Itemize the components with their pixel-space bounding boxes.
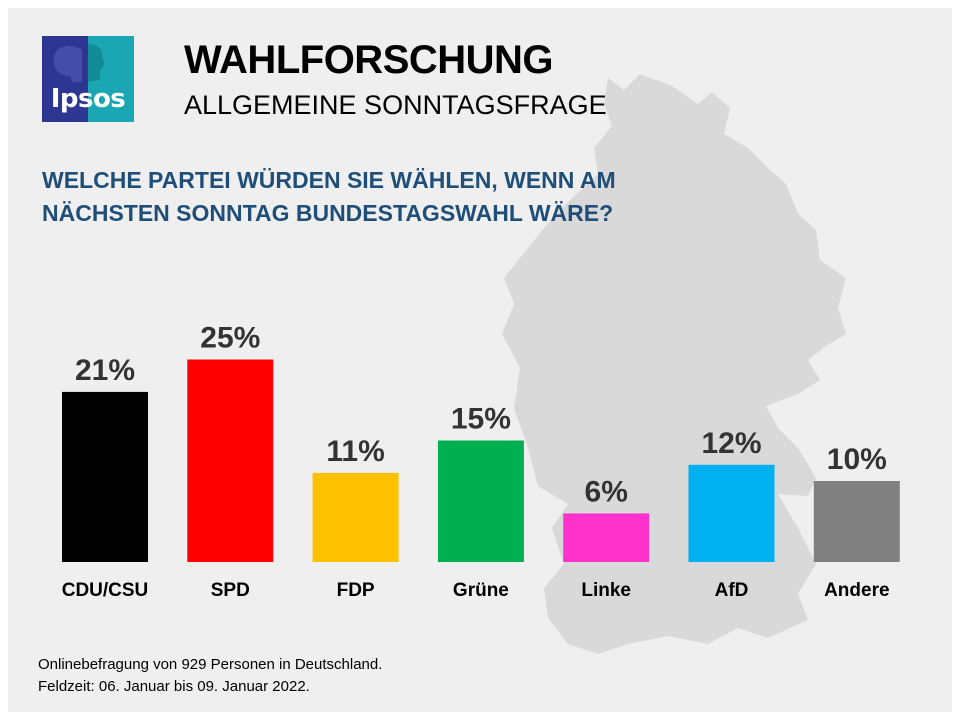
- bar-value-label-1: 25%: [200, 322, 260, 355]
- category-label-0: CDU/CSU: [62, 580, 149, 601]
- chart-frame: Ipsos WAHLFORSCHUNG ALLGEMEINE SONNTAGSF…: [8, 8, 952, 712]
- category-label-5: AfD: [715, 580, 749, 601]
- page-subtitle: ALLGEMEINE SONNTAGSFRAGE: [184, 90, 607, 120]
- bar-5: [688, 464, 775, 562]
- bar-value-label-2: 11%: [326, 435, 384, 468]
- bar-0: [62, 391, 148, 562]
- bar-1: [187, 359, 274, 562]
- page-title: WAHLFORSCHUNG: [184, 38, 554, 82]
- footnote: Onlinebefragung von 929 Personen in Deut…: [38, 654, 382, 698]
- footnote-line-2: Feldzeit: 06. Januar bis 09. Januar 2022…: [38, 678, 310, 695]
- bar-value-label-6: 10%: [827, 443, 887, 476]
- bar-chart: 21% CDU/CSU 25% SPD 11% FDP 15% Grüne 6% Linke 12%…: [62, 322, 900, 601]
- bar-value-label-4: 6%: [585, 475, 628, 508]
- survey-question: WELCHE PARTEI WÜRDEN SIE WÄHLEN, WENN AM…: [42, 164, 616, 230]
- category-label-6: Andere: [824, 580, 889, 601]
- bar-4: [563, 513, 650, 562]
- question-line-1: WELCHE PARTEI WÜRDEN SIE WÄHLEN, WENN AM: [42, 167, 616, 193]
- category-label-1: SPD: [211, 580, 250, 601]
- category-label-2: FDP: [337, 580, 375, 601]
- category-label-4: Linke: [581, 580, 631, 601]
- category-label-3: Grüne: [453, 580, 509, 601]
- bar-value-label-0: 21%: [75, 354, 135, 387]
- bar-3: [437, 440, 524, 562]
- question-line-2: NÄCHSTEN SONNTAG BUNDESTAGSWAHL WÄRE?: [42, 200, 614, 226]
- bar-6: [813, 481, 900, 562]
- bar-value-label-5: 12%: [701, 427, 761, 460]
- bar-value-label-3: 15%: [451, 403, 511, 436]
- tree-head-icon: [53, 44, 105, 82]
- ipsos-logo: Ipsos: [42, 36, 134, 122]
- bar-2: [312, 472, 399, 562]
- footnote-line-1: Onlinebefragung von 929 Personen in Deut…: [38, 656, 383, 673]
- logo-text: Ipsos: [50, 84, 126, 114]
